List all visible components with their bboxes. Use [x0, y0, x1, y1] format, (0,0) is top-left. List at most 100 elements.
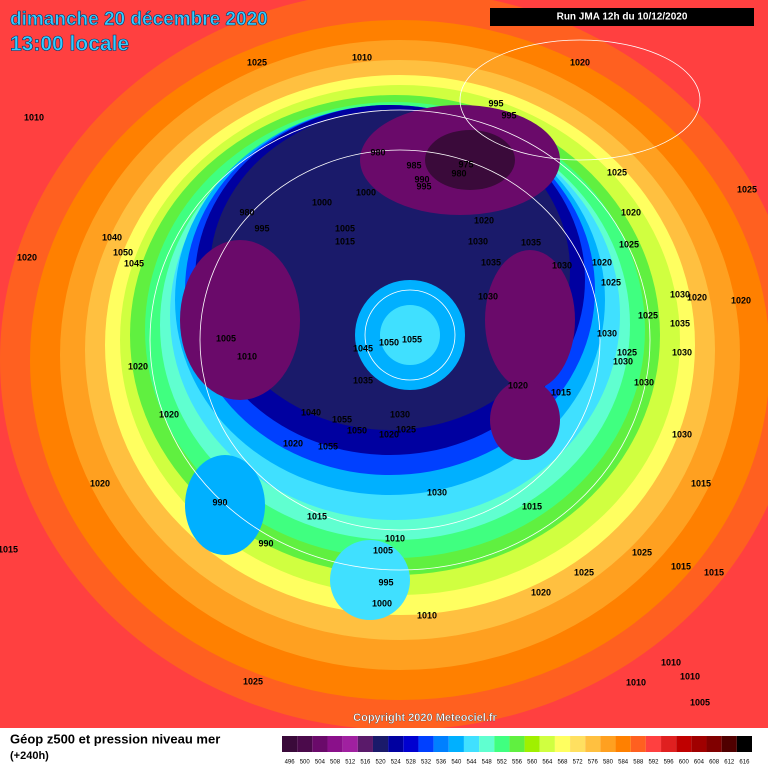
scale-swatch — [554, 736, 571, 752]
scale-swatch — [721, 736, 737, 752]
isobar-label: 1005 — [216, 333, 236, 343]
scale-tick-label: 556 — [512, 760, 523, 766]
scale-tick-label: 512 — [345, 760, 356, 766]
isobar-label: 1045 — [124, 258, 144, 268]
scale-swatch — [403, 736, 419, 752]
isobar-label: 1010 — [661, 657, 681, 667]
scale-tick-label: 508 — [330, 760, 341, 766]
geopotential-field — [0, 0, 768, 730]
isobar-label: 1025 — [396, 424, 416, 434]
isobar-label: 1050 — [113, 247, 133, 257]
isobar-label: 995 — [254, 223, 269, 233]
isobar-label: 1025 — [632, 547, 652, 557]
isobar-label: 995 — [416, 181, 431, 191]
isobar-label: 975 — [458, 159, 473, 169]
isobar-label: 1020 — [90, 478, 110, 488]
isobar-label: 1015 — [307, 511, 327, 521]
isobar-label: 1015 — [691, 478, 711, 488]
isobar-label: 1030 — [672, 429, 692, 439]
caption: Géop z500 et pression niveau mer — [10, 731, 220, 746]
scale-swatch — [327, 736, 343, 752]
scale-swatch — [463, 736, 480, 752]
isobar-label: 1035 — [481, 257, 501, 267]
scale-swatch — [282, 736, 298, 752]
scale-tick-label: 596 — [664, 760, 675, 766]
scale-tick-label: 516 — [360, 760, 371, 766]
scale-swatch — [736, 736, 752, 752]
isobar-label: 1020 — [379, 429, 399, 439]
isobar-label: 1030 — [634, 377, 654, 387]
isobar-label: 1040 — [301, 407, 321, 417]
scale-swatch — [509, 736, 525, 752]
isobar-label: 1015 — [671, 561, 691, 571]
scale-swatch — [494, 736, 510, 752]
isobar-label: 1030 — [672, 347, 692, 357]
scale-tick-label: 584 — [618, 760, 629, 766]
scale-tick-label: 504 — [315, 760, 326, 766]
isobar-label: 985 — [406, 160, 421, 170]
scale-swatch — [570, 736, 586, 752]
scale-swatch — [706, 736, 722, 752]
scale-swatch — [342, 736, 358, 752]
isobar-label: 1035 — [353, 375, 373, 385]
isobar-label: 1025 — [617, 347, 637, 357]
isobar-label: 1030 — [597, 328, 617, 338]
isobar-label: 1015 — [0, 544, 18, 554]
scale-tick-label: 592 — [648, 760, 659, 766]
isobar-label: 1010 — [385, 533, 405, 543]
isobar-label: 1010 — [352, 52, 372, 62]
isobar-label: 1030 — [468, 236, 488, 246]
run-box — [490, 8, 754, 26]
scale-swatch — [297, 736, 313, 752]
isobar-label: 1020 — [570, 57, 590, 67]
scale-tick-label: 572 — [573, 760, 584, 766]
scale-tick-label: 536 — [436, 760, 447, 766]
scale-tick-label: 548 — [482, 760, 493, 766]
isobar-label: 1000 — [372, 598, 392, 608]
scale-swatch — [388, 736, 404, 752]
isobar-label: 1020 — [508, 380, 528, 390]
isobar-label: 1040 — [102, 232, 122, 242]
isobar-label: 1055 — [332, 414, 352, 424]
scale-swatch — [630, 736, 646, 752]
isobar-label: 1025 — [737, 184, 757, 194]
isobar-label: 1030 — [670, 289, 690, 299]
scale-tick-label: 564 — [542, 760, 553, 766]
isobar-label: 1055 — [318, 441, 338, 451]
isobar-label: 1020 — [687, 292, 707, 302]
isobar-label: 1025 — [607, 167, 627, 177]
isobar-label: 1000 — [356, 187, 376, 197]
scale-tick-label: 528 — [406, 760, 417, 766]
isobar-label: 990 — [212, 497, 227, 507]
isobar-label: 990 — [414, 174, 429, 184]
scale-tick-label: 600 — [679, 760, 690, 766]
isobar-label: 1020 — [17, 252, 37, 262]
isobar-label: 1025 — [619, 239, 639, 249]
isobar-label: 1025 — [638, 310, 658, 320]
isobar-label: 1055 — [402, 334, 422, 344]
scale-tick-label: 588 — [633, 760, 644, 766]
isobar-label: 1025 — [574, 567, 594, 577]
scale-tick-label: 560 — [527, 760, 538, 766]
isobar-label: 1050 — [379, 337, 399, 347]
scale-tick-label: 604 — [694, 760, 705, 766]
scale-tick-label: 540 — [451, 760, 462, 766]
isobar-label: 995 — [378, 577, 393, 587]
isobar-label: 1025 — [243, 676, 263, 686]
isobar-label: 1020 — [128, 361, 148, 371]
isobar-label: 1020 — [474, 215, 494, 225]
lead-time: (+240h) — [10, 750, 49, 762]
color-scale: 496 500 504 508 512 516 520 524 528 532 536 540 544 5… — [282, 736, 752, 766]
scale-tick-label: 520 — [376, 760, 387, 766]
isobar-label: 1030 — [478, 291, 498, 301]
scale-swatch — [691, 736, 707, 752]
scale-tick-label: 524 — [391, 760, 402, 766]
isobar-label: 1030 — [552, 260, 572, 270]
scale-swatch — [312, 736, 328, 752]
isobar-label: 1010 — [680, 671, 700, 681]
scale-tick-label: 608 — [709, 760, 720, 766]
scale-swatch — [433, 736, 449, 752]
run-label: Run JMA 12h du 10/12/2020 — [557, 12, 688, 23]
